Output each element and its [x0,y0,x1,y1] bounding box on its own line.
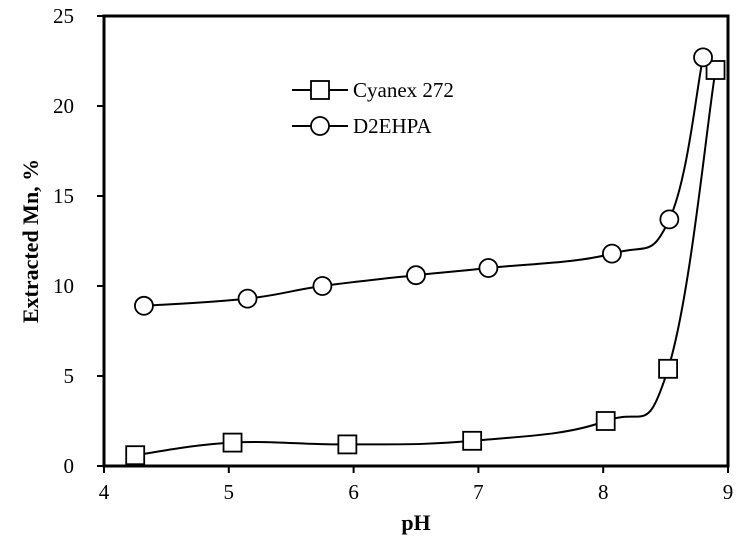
plot-frame [102,14,730,468]
series-markers [125,47,726,466]
data-point-circle [237,288,258,309]
legend-marker-square [310,80,330,100]
legend-entry-cyanex: Cyanex 272 [292,78,454,102]
y-axis-title: Extracted Mn, % [18,159,43,323]
data-point-square [658,358,678,379]
data-point-circle [659,209,680,230]
data-point-circle [312,276,333,296]
y-axis-ticks: 0 5 10 15 20 25 [53,4,104,478]
data-point-square [222,432,243,453]
x-tick-label: 9 [723,480,734,504]
data-point-square [595,411,616,431]
data-point-square [337,434,358,455]
data-point-circle [134,295,154,316]
x-tick-label: 5 [224,480,235,504]
legend-label-d2ehpa: D2EHPA [353,114,432,138]
data-point-circle [406,265,426,286]
x-tick-label: 7 [473,480,484,504]
data-point-circle [602,243,622,264]
data-point-square [462,430,483,451]
legend: Cyanex 272 D2EHPA [292,78,454,138]
data-point-square [125,445,146,466]
legend-marker-circle [310,116,330,136]
x-axis-ticks: 4 5 6 7 8 9 [99,466,734,504]
x-tick-label: 6 [348,480,359,504]
x-tick-label: 8 [598,480,609,504]
y-tick-label: 5 [64,364,75,388]
series-line-0 [135,69,717,457]
y-tick-label: 25 [53,4,74,28]
data-point-circle [478,258,499,278]
y-tick-label: 0 [64,454,75,478]
x-tick-label: 4 [99,480,110,504]
y-tick-label: 20 [53,94,74,118]
y-tick-label: 15 [53,184,74,208]
data-point-square [705,60,726,80]
legend-label-cyanex: Cyanex 272 [353,78,454,102]
y-tick-label: 10 [53,274,74,298]
legend-entry-d2ehpa: D2EHPA [292,114,432,138]
data-point-circle [693,47,713,68]
x-axis-title: pH [401,510,430,535]
